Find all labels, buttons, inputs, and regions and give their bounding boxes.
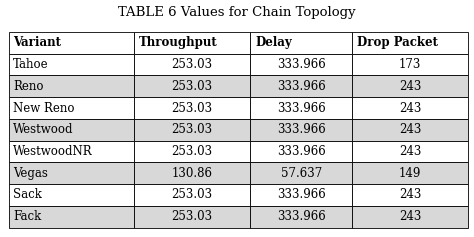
Bar — [9, 119, 134, 141]
Text: 253.03: 253.03 — [172, 58, 213, 71]
Bar — [352, 162, 468, 184]
Bar — [250, 184, 352, 206]
Text: Vegas: Vegas — [13, 167, 48, 180]
Text: 253.03: 253.03 — [172, 123, 213, 136]
Bar — [352, 119, 468, 141]
Bar — [250, 141, 352, 162]
Text: Throughput: Throughput — [139, 36, 218, 49]
Bar — [352, 54, 468, 75]
Text: 333.966: 333.966 — [277, 80, 326, 93]
Text: 243: 243 — [399, 145, 421, 158]
Text: 243: 243 — [399, 80, 421, 93]
Bar — [134, 162, 250, 184]
Text: Fack: Fack — [13, 210, 42, 223]
Bar — [352, 206, 468, 228]
Bar — [9, 184, 134, 206]
Text: 333.966: 333.966 — [277, 210, 326, 223]
Bar — [250, 119, 352, 141]
Text: 253.03: 253.03 — [172, 101, 213, 114]
Bar — [352, 75, 468, 97]
Bar — [250, 54, 352, 75]
Text: WestwoodNR: WestwoodNR — [13, 145, 93, 158]
Text: Variant: Variant — [13, 36, 61, 49]
Text: 253.03: 253.03 — [172, 210, 213, 223]
Text: 243: 243 — [399, 188, 421, 201]
Bar — [352, 141, 468, 162]
Text: TABLE 6 Values for Chain Topology: TABLE 6 Values for Chain Topology — [118, 6, 356, 19]
Text: 130.86: 130.86 — [172, 167, 213, 180]
Bar — [134, 54, 250, 75]
Bar — [134, 119, 250, 141]
Bar — [134, 75, 250, 97]
Bar — [250, 75, 352, 97]
Bar — [250, 32, 352, 54]
Bar — [250, 206, 352, 228]
Text: Tahoe: Tahoe — [13, 58, 49, 71]
Bar — [250, 162, 352, 184]
Text: New Reno: New Reno — [13, 101, 75, 114]
Text: 333.966: 333.966 — [277, 101, 326, 114]
Bar — [9, 162, 134, 184]
Bar — [134, 206, 250, 228]
Text: 333.966: 333.966 — [277, 58, 326, 71]
Text: Drop Packet: Drop Packet — [357, 36, 438, 49]
Bar — [352, 97, 468, 119]
Text: 57.637: 57.637 — [281, 167, 322, 180]
Text: Reno: Reno — [13, 80, 44, 93]
Text: Westwood: Westwood — [13, 123, 74, 136]
Text: 243: 243 — [399, 101, 421, 114]
Text: 243: 243 — [399, 210, 421, 223]
Bar — [9, 54, 134, 75]
Bar — [134, 184, 250, 206]
Text: 253.03: 253.03 — [172, 145, 213, 158]
Text: 173: 173 — [399, 58, 421, 71]
Bar — [9, 206, 134, 228]
Text: 333.966: 333.966 — [277, 123, 326, 136]
Text: Delay: Delay — [255, 36, 292, 49]
Bar — [9, 32, 134, 54]
Bar — [134, 97, 250, 119]
Text: 243: 243 — [399, 123, 421, 136]
Text: 253.03: 253.03 — [172, 80, 213, 93]
Text: 333.966: 333.966 — [277, 188, 326, 201]
Bar — [134, 141, 250, 162]
Text: 149: 149 — [399, 167, 421, 180]
Bar — [134, 32, 250, 54]
Text: 253.03: 253.03 — [172, 188, 213, 201]
Bar — [352, 32, 468, 54]
Bar — [9, 97, 134, 119]
Text: Sack: Sack — [13, 188, 42, 201]
Bar — [250, 97, 352, 119]
Bar — [352, 184, 468, 206]
Bar — [9, 75, 134, 97]
Text: 333.966: 333.966 — [277, 145, 326, 158]
Bar — [9, 141, 134, 162]
